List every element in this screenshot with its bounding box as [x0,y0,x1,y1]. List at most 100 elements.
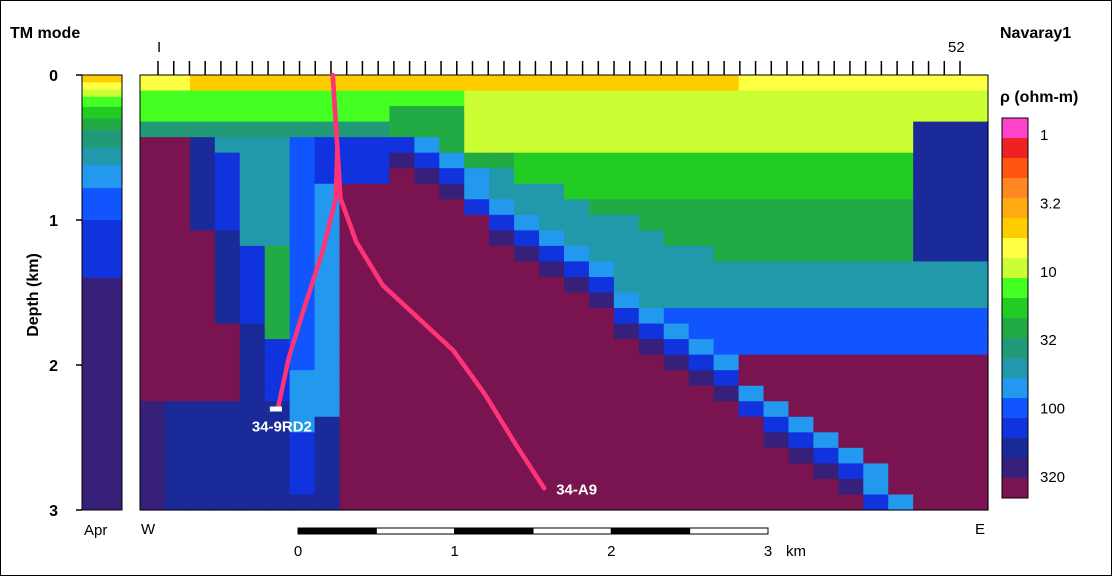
section-cell [439,245,465,263]
section-cell [564,323,590,340]
section-cell [838,245,864,263]
section-cell [763,339,790,356]
section-cell [588,183,615,200]
section-cell [314,323,341,340]
section-cell [214,432,241,449]
section-cell [289,90,316,107]
section-cell [713,354,740,371]
section-cell [564,447,590,464]
section-cell [838,90,864,107]
section-cell [239,385,266,402]
section-cell [838,75,864,92]
section-cell [688,463,715,480]
section-cell [813,199,839,216]
section-cell [788,230,815,247]
section-cell [638,339,665,356]
section-cell [364,385,391,402]
section-cell [189,478,216,496]
section-cell [264,308,291,325]
section-cell [364,292,391,309]
section-cell [414,401,440,418]
distance-scale-bar: 0 1 2 3 km [294,527,806,560]
section-cell [214,339,241,356]
section-cell [389,463,415,480]
depth-tick-labels: 0 1 2 3 [49,68,58,520]
section-cell [838,308,864,325]
section-cell [514,370,540,387]
section-cell [663,494,690,511]
section-cell [763,370,790,387]
section-cell [913,292,939,309]
section-cell [464,463,490,480]
section-cell [514,137,540,154]
section-cell [164,230,191,247]
section-cell [588,276,615,294]
section-cell [763,447,790,464]
section-cell [588,416,615,433]
section-cell [239,106,266,123]
section-cell [663,339,690,356]
section-cell [439,168,465,185]
section-cell [289,432,316,449]
section-cell [613,432,640,449]
section-cell [214,106,241,123]
section-cell [913,230,939,247]
section-cell [489,339,515,356]
section-cell [514,90,540,107]
section-cell [339,152,366,169]
section-cell [913,183,939,200]
scale-segment [375,527,456,535]
depth-tick-label: 3 [49,503,58,520]
section-cell [414,152,440,169]
section-cell [838,292,864,309]
section-cell [688,199,715,216]
last-site-label: 52 [948,39,965,56]
well-label: 34-A9 [556,481,597,498]
section-cell [763,199,790,216]
section-cell [638,214,665,231]
section-cell [838,463,864,480]
section-cell [638,106,665,123]
section-cell [688,432,715,449]
section-cell [863,168,889,185]
section-cell [339,308,366,325]
section-cell [439,230,465,247]
section-cell [539,416,565,433]
section-cell [164,339,191,356]
section-cell [663,245,690,263]
colorbar-swatch [1002,198,1028,219]
section-cell [788,90,815,107]
section-cell [514,308,540,325]
section-cell [140,401,166,418]
section-cell [663,401,690,418]
section-cell [688,354,715,371]
section-cell [264,106,291,123]
section-cell [588,121,615,138]
section-cell [638,90,665,107]
section-cell [688,292,715,309]
section-cell [913,401,939,418]
section-cell [164,463,191,480]
section-cell [239,354,266,371]
section-cell [414,214,440,231]
section-cell [314,478,341,496]
section-cell [963,245,989,263]
section-cell [264,494,291,511]
section-cell [439,463,465,480]
section-cell [289,370,316,387]
section-cell [863,90,889,107]
section-cell [564,478,590,496]
section-cell [164,432,191,449]
section-cell [963,137,989,154]
section-cell [564,494,590,511]
section-cell [289,447,316,464]
section-cell [638,401,665,418]
section-cell [264,416,291,433]
section-cell [414,106,440,123]
section-cell [164,199,191,216]
section-cell [938,230,964,247]
section-cell [264,478,291,496]
section-cell [788,354,815,371]
section-cell [539,370,565,387]
section-cell [638,385,665,402]
